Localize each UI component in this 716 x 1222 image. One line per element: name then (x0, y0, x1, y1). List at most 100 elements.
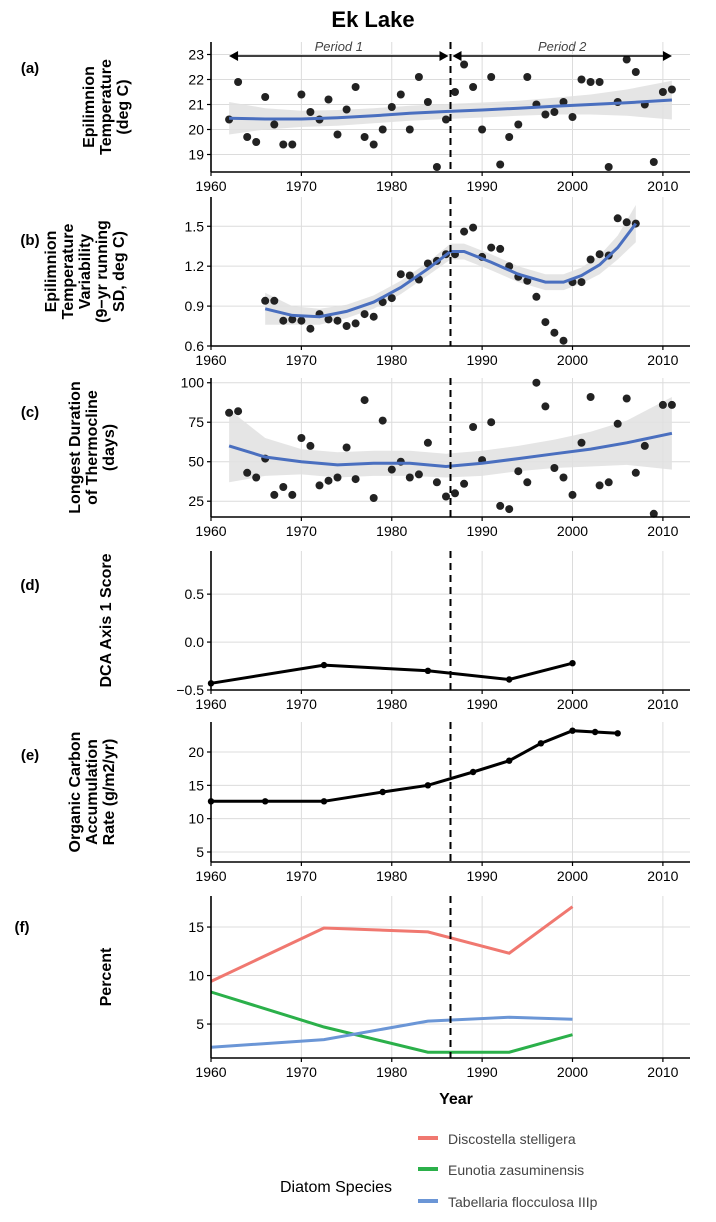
y-axis-title-line: Percent (98, 947, 115, 1006)
data-point (505, 133, 514, 141)
data-point (297, 90, 306, 99)
data-point (604, 163, 613, 171)
panel-label: (a) (21, 60, 39, 77)
data-point (586, 393, 595, 401)
data-point (658, 400, 667, 409)
data-point (378, 298, 387, 307)
data-point (387, 294, 396, 303)
data-point (360, 310, 369, 319)
data-point (387, 465, 396, 474)
x-tick-label: 2000 (557, 1064, 588, 1080)
x-tick-label: 1980 (376, 352, 407, 368)
data-point (442, 115, 450, 124)
data-point (442, 492, 450, 501)
y-axis-title-line: (9−yr running (94, 220, 111, 323)
data-point (460, 60, 469, 69)
y-axis-title: EpilimnionTemperature(deg C) (81, 59, 132, 155)
y-axis-title: Longest Durationof Thermocline(days) (67, 381, 118, 513)
data-point (460, 227, 469, 236)
series-marker (424, 667, 432, 674)
data-point (577, 438, 586, 447)
data-point (487, 73, 496, 81)
series-line (211, 729, 618, 803)
data-point (469, 83, 478, 91)
x-tick-label: 1980 (376, 178, 407, 194)
data-point (451, 88, 459, 96)
data-point (541, 110, 550, 119)
x-tick-label: 1990 (467, 1064, 498, 1080)
data-point (469, 223, 478, 232)
data-point (541, 318, 550, 327)
data-point (405, 473, 414, 482)
y-axis-title: Percent (98, 947, 115, 1006)
y-axis-title-line: SD, deg C) (111, 231, 128, 312)
y-tick-label: 50 (188, 454, 204, 470)
data-point (622, 394, 631, 403)
data-point (261, 296, 270, 305)
y-axis-title: DCA Axis 1 Score (98, 553, 115, 687)
data-point (568, 490, 577, 499)
x-tick-label: 2010 (647, 523, 678, 539)
y-tick-label: 20 (188, 744, 204, 760)
y-axis-title-line: DCA Axis 1 Score (98, 553, 115, 687)
data-point (640, 441, 649, 450)
y-axis-title-line: Longest Duration (67, 381, 84, 513)
data-point (568, 113, 577, 121)
series-marker (379, 788, 386, 796)
data-point (613, 419, 622, 428)
y-tick-label: 100 (181, 375, 205, 391)
series-marker (424, 782, 432, 789)
data-point (288, 315, 297, 324)
x-tick-label: 2010 (647, 352, 678, 368)
y-axis-title-line: Temperature (60, 224, 77, 320)
x-tick-label: 1970 (286, 178, 317, 194)
data-point (460, 479, 469, 488)
panel-label: (b) (20, 232, 39, 249)
panel-label: (d) (20, 577, 39, 594)
smooth-trend-line (264, 222, 637, 319)
arrowhead-right-icon (662, 51, 672, 61)
data-point (297, 316, 306, 325)
data-point (577, 75, 586, 84)
y-tick-label: 0.5 (185, 586, 205, 602)
legend-swatch-eunotia (418, 1167, 438, 1171)
data-point (324, 476, 333, 485)
data-point (658, 88, 667, 96)
data-point (306, 324, 315, 333)
data-point (505, 505, 514, 514)
y-axis-title-line: Temperature (98, 59, 115, 155)
panel-label: (f) (15, 919, 30, 936)
data-point (297, 434, 306, 442)
data-point (378, 125, 387, 134)
x-tick-label: 1970 (286, 352, 317, 368)
figure-title: Ek Lake (331, 7, 414, 32)
y-tick-label: 5 (196, 1016, 204, 1032)
data-point (369, 140, 378, 149)
x-tick-label: 2010 (647, 868, 678, 884)
data-point (306, 108, 315, 116)
legend-label-tabellaria: Tabellaria flocculosa IIIp (448, 1194, 598, 1210)
data-point (252, 473, 261, 482)
data-point (487, 243, 496, 252)
data-point (351, 475, 360, 484)
data-point (414, 470, 423, 479)
data-point (496, 160, 505, 169)
confidence-band (229, 397, 672, 483)
data-point (360, 133, 369, 141)
data-point (550, 464, 559, 472)
x-tick-label: 1960 (195, 178, 226, 194)
data-point (378, 416, 387, 425)
data-point (342, 105, 351, 114)
legend-label-eunotia: Eunotia zasuminensis (448, 1162, 584, 1178)
data-point (387, 103, 396, 111)
y-tick-label: 21 (188, 97, 204, 113)
y-axis-title: EpilimnionTemperatureVariability(9−yr ru… (43, 220, 128, 323)
y-tick-label: 1.2 (185, 258, 205, 274)
series-marker (469, 768, 477, 776)
data-point (333, 316, 342, 325)
data-point (279, 316, 288, 325)
data-point (631, 68, 640, 76)
panel-label: (c) (21, 404, 39, 421)
series-marker (506, 757, 513, 764)
legend-label-discostella: Discostella stelligera (448, 1131, 576, 1147)
